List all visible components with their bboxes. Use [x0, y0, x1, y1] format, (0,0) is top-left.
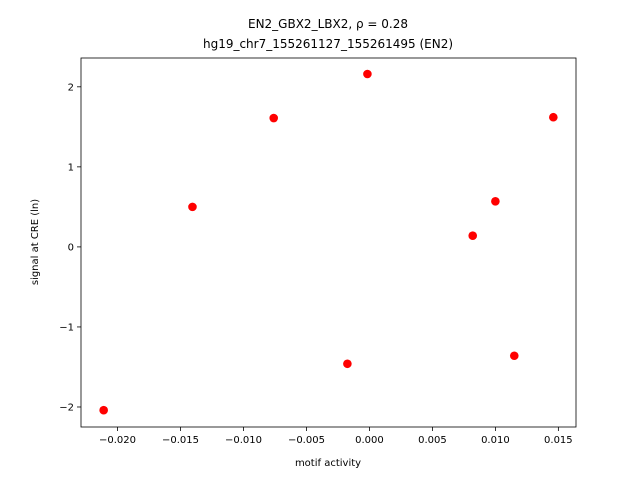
x-tick-label: 0.015	[544, 435, 573, 446]
y-tick-label: 1	[68, 162, 74, 173]
x-tick-label: −0.005	[288, 435, 325, 446]
plot-frame	[80, 57, 577, 428]
point	[491, 196, 500, 206]
point	[509, 351, 519, 361]
x-tick-label: 0.005	[418, 435, 447, 446]
x-tick-label: −0.010	[225, 435, 262, 446]
x-tick-label: 0.000	[355, 435, 384, 446]
x-tick-label: −0.015	[162, 435, 199, 446]
y-tick-label: 0	[68, 242, 74, 253]
x-tick-label: 0.010	[481, 435, 510, 446]
point	[343, 359, 352, 369]
chart-title: EN2_GBX2_LBX2, ρ = 0.28	[248, 17, 408, 31]
y-tick-label: −1	[59, 322, 74, 333]
y-axis-label: signal at CRE (ln)	[30, 199, 41, 285]
point	[468, 231, 478, 240]
x-axis-label: motif activity	[295, 458, 361, 469]
point	[549, 112, 558, 122]
point	[363, 69, 372, 79]
point	[99, 405, 108, 415]
point	[269, 113, 279, 123]
chart-subtitle: hg19_chr7_155261127_155261495 (EN2)	[203, 37, 453, 51]
x-tick-label: −0.020	[99, 435, 136, 446]
y-tick-label: −2	[59, 402, 74, 413]
point	[188, 202, 197, 212]
y-tick-label: 2	[68, 82, 74, 93]
